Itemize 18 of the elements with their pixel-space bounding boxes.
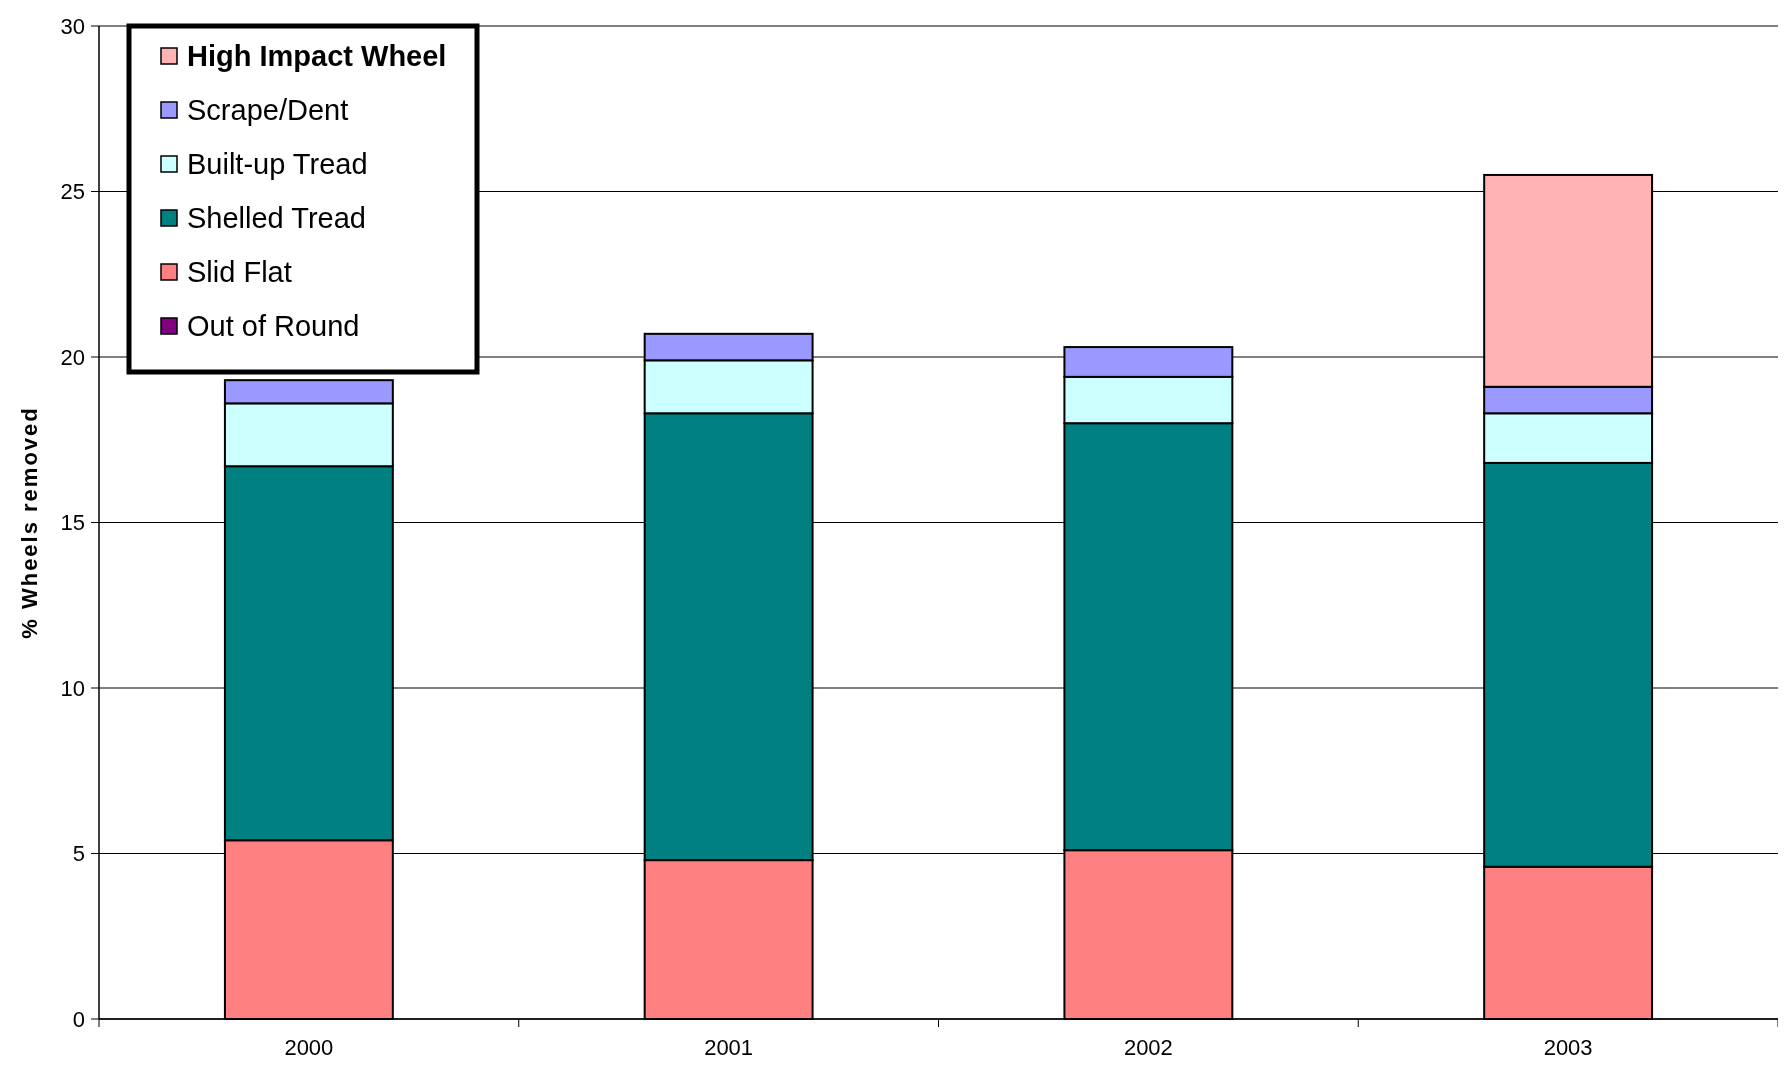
- x-tick-label: 2002: [1123, 1035, 1173, 1060]
- x-tick-label: 2003: [1543, 1035, 1593, 1060]
- y-tick-label: 20: [60, 344, 85, 370]
- x-tick-label: 2000: [284, 1035, 334, 1060]
- legend-label: High Impact Wheel: [187, 40, 447, 73]
- legend-label: Slid Flat: [187, 256, 292, 289]
- y-tick-label: 30: [60, 13, 85, 39]
- y-axis-title: % Wheels removed: [17, 406, 42, 639]
- legend-label: Scrape/Dent: [187, 94, 349, 127]
- legend-label: Built-up Tread: [187, 148, 368, 181]
- y-tick-label: 10: [60, 675, 85, 701]
- x-tick-label: 2001: [704, 1035, 754, 1060]
- legend-label: Out of Round: [187, 310, 360, 343]
- y-tick-label: 5: [72, 841, 85, 867]
- y-tick-label: 25: [60, 179, 85, 205]
- y-tick-label: 15: [60, 510, 85, 536]
- legend-label: Shelled Tread: [187, 202, 366, 235]
- y-tick-label: 0: [72, 1006, 85, 1032]
